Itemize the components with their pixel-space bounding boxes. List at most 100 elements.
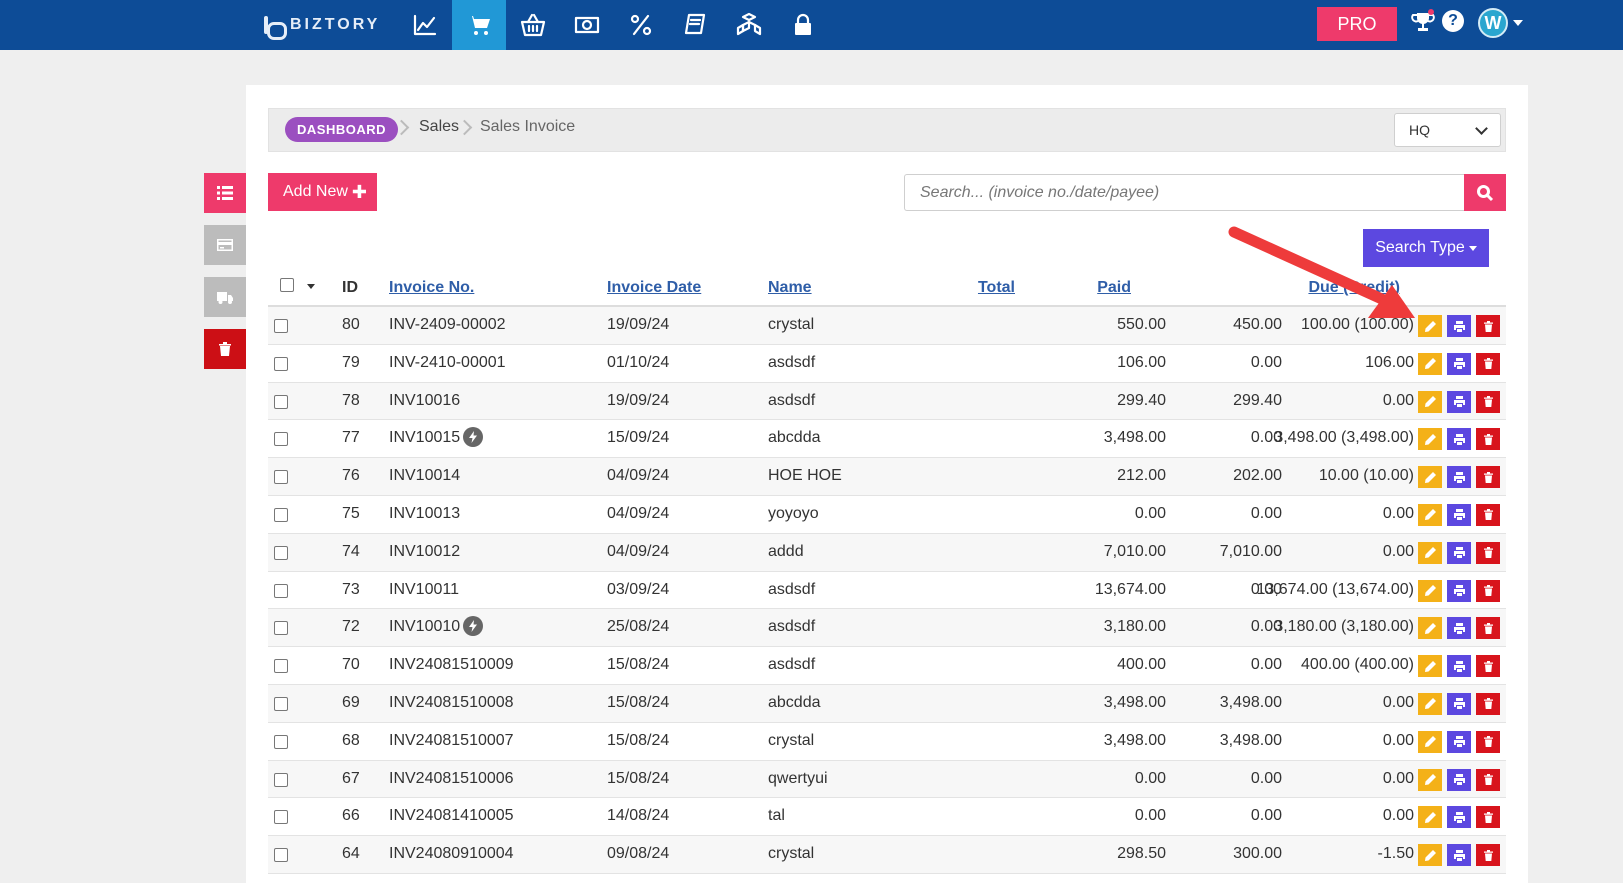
print-button[interactable] (1447, 315, 1471, 337)
delete-button[interactable] (1476, 315, 1500, 337)
row-invoice-no[interactable]: INV24081510007 (389, 731, 514, 749)
print-button[interactable] (1447, 844, 1471, 867)
print-button[interactable] (1447, 428, 1471, 451)
edit-button[interactable] (1418, 315, 1442, 337)
table-row[interactable]: 72 INV10010 25/08/24 asdsdf 3,180.00 0.0… (268, 609, 1506, 648)
row-checkbox[interactable] (274, 772, 288, 787)
row-invoice-no[interactable]: INV10016 (389, 391, 461, 409)
table-row[interactable]: 69 INV24081510008 15/08/24 abcdda 3,498.… (268, 684, 1506, 723)
table-row[interactable]: 79 INV-2410-00001 01/10/24 asdsdf 106.00… (268, 345, 1506, 383)
print-button[interactable] (1447, 466, 1471, 489)
search-input[interactable] (904, 174, 1464, 211)
row-checkbox[interactable] (274, 621, 288, 636)
row-invoice-no[interactable]: INV10013 (389, 504, 461, 522)
row-invoice-no[interactable]: INV24081510006 (389, 769, 514, 787)
delete-button[interactable] (1476, 768, 1500, 791)
nav-sales[interactable] (452, 0, 506, 50)
row-checkbox[interactable] (274, 507, 288, 522)
edit-button[interactable] (1418, 617, 1442, 640)
nav-inventory[interactable] (722, 0, 776, 50)
nav-tax[interactable] (614, 0, 668, 50)
print-button[interactable] (1447, 390, 1471, 413)
delete-button[interactable] (1476, 579, 1500, 602)
edit-button[interactable] (1418, 692, 1442, 715)
list-view-button[interactable] (204, 173, 246, 213)
chevron-down-icon[interactable] (1513, 20, 1523, 26)
row-checkbox[interactable] (274, 432, 288, 447)
row-invoice-no[interactable]: INV24081510009 (389, 656, 514, 674)
row-checkbox[interactable] (274, 545, 288, 560)
delete-button[interactable] (1476, 503, 1500, 526)
row-invoice-no[interactable]: INV24081410005 (389, 807, 514, 825)
delete-button[interactable] (1476, 390, 1500, 413)
edit-button[interactable] (1418, 730, 1442, 753)
row-checkbox[interactable] (274, 394, 288, 409)
col-header-invoice-date[interactable]: Invoice Date (607, 279, 702, 296)
edit-button[interactable] (1418, 428, 1442, 451)
row-checkbox[interactable] (274, 659, 288, 674)
print-button[interactable] (1447, 617, 1471, 640)
row-checkbox[interactable] (274, 470, 288, 485)
row-checkbox[interactable] (274, 356, 288, 371)
trash-view-button[interactable] (204, 329, 246, 369)
table-row[interactable]: 80 INV-2409-00002 19/09/24 crystal 550.0… (268, 307, 1506, 345)
delete-button[interactable] (1476, 541, 1500, 564)
col-header-paid[interactable]: Paid (1097, 279, 1131, 296)
row-checkbox[interactable] (274, 319, 288, 333)
table-row[interactable]: 68 INV24081510007 15/08/24 crystal 3,498… (268, 723, 1506, 761)
payment-view-button[interactable] (204, 225, 246, 265)
delivery-view-button[interactable] (204, 277, 246, 317)
print-button[interactable] (1447, 352, 1471, 375)
edit-button[interactable] (1418, 579, 1442, 602)
add-new-button[interactable]: Add New ✚ (268, 173, 377, 211)
edit-button[interactable] (1418, 466, 1442, 489)
row-invoice-no[interactable]: INV10014 (389, 467, 461, 485)
user-avatar[interactable]: W (1478, 8, 1508, 38)
table-row[interactable]: 77 INV10015 15/09/24 abcdda 3,498.00 0.0… (268, 420, 1506, 459)
edit-button[interactable] (1418, 352, 1442, 375)
print-button[interactable] (1447, 806, 1471, 829)
delete-button[interactable] (1476, 466, 1500, 489)
breadcrumb-dashboard[interactable]: DASHBOARD (285, 117, 398, 142)
breadcrumb-sales[interactable]: Sales (419, 118, 460, 135)
delete-button[interactable] (1476, 352, 1500, 375)
delete-button[interactable] (1476, 692, 1500, 715)
help-icon[interactable]: ? (1442, 10, 1464, 32)
col-header-due[interactable]: Due (Credit) (1308, 279, 1400, 296)
row-checkbox[interactable] (274, 810, 288, 825)
row-invoice-no[interactable]: INV-2409-00002 (389, 316, 506, 333)
table-row[interactable]: 70 INV24081510009 15/08/24 asdsdf 400.00… (268, 647, 1506, 685)
row-checkbox[interactable] (274, 848, 288, 863)
print-button[interactable] (1447, 541, 1471, 564)
edit-button[interactable] (1418, 768, 1442, 791)
print-button[interactable] (1447, 730, 1471, 753)
trophy-icon[interactable] (1410, 9, 1436, 35)
delete-button[interactable] (1476, 844, 1500, 867)
pro-upgrade-button[interactable]: PRO (1317, 7, 1397, 41)
bulk-actions-caret-icon[interactable] (307, 284, 315, 289)
row-checkbox[interactable] (274, 696, 288, 711)
row-invoice-no[interactable]: INV-2410-00001 (389, 353, 506, 371)
row-invoice-no[interactable]: INV10012 (389, 542, 461, 560)
delete-button[interactable] (1476, 806, 1500, 829)
row-checkbox[interactable] (274, 583, 288, 598)
table-row[interactable]: 73 INV10011 03/09/24 asdsdf 13,674.00 0.… (268, 572, 1506, 610)
search-type-dropdown[interactable]: Search Type (1363, 229, 1489, 267)
table-row[interactable]: 64 INV24080910004 09/08/24 crystal 298.5… (268, 836, 1506, 874)
row-invoice-no[interactable]: INV10010 (389, 615, 484, 636)
print-button[interactable] (1447, 768, 1471, 791)
nav-security[interactable] (776, 0, 830, 50)
edit-button[interactable] (1418, 390, 1442, 413)
brand-logo[interactable]: BIZTORY (262, 12, 380, 40)
edit-button[interactable] (1418, 655, 1442, 678)
col-header-total[interactable]: Total (977, 279, 1015, 296)
table-row[interactable]: 67 INV24081510006 15/08/24 qwertyui 0.00… (268, 760, 1506, 799)
row-invoice-no[interactable]: INV24081510008 (389, 693, 514, 711)
row-invoice-no[interactable]: INV10011 (389, 580, 459, 598)
edit-button[interactable] (1418, 503, 1442, 526)
row-checkbox[interactable] (274, 734, 288, 749)
delete-button[interactable] (1476, 428, 1500, 451)
search-button[interactable] (1464, 174, 1506, 211)
nav-banking[interactable] (560, 0, 614, 50)
print-button[interactable] (1447, 503, 1471, 526)
